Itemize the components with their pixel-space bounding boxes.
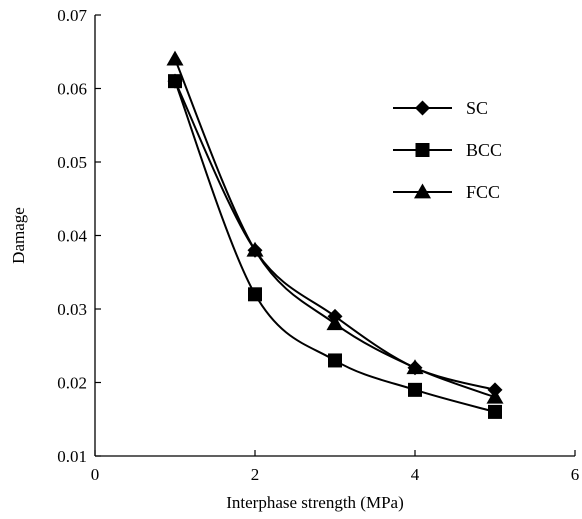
x-tick-label: 6 xyxy=(571,465,580,484)
legend-label-sc: SC xyxy=(466,98,488,118)
series-markers xyxy=(166,50,504,419)
point-fcc xyxy=(486,388,504,404)
legend: SC BCC FCC xyxy=(393,98,502,202)
y-tick-label: 0.06 xyxy=(57,80,87,99)
point-bcc xyxy=(168,74,182,89)
legend-marker-fcc xyxy=(414,183,431,199)
point-fcc xyxy=(406,359,424,375)
legend-label-fcc: FCC xyxy=(466,182,500,202)
series-line-sc xyxy=(174,80,496,391)
axes xyxy=(94,15,575,457)
series-line-bcc xyxy=(174,80,496,413)
x-axis-label: Interphase strength (MPa) xyxy=(226,493,404,512)
y-tick-label: 0.04 xyxy=(57,227,87,246)
x-tick-label: 4 xyxy=(411,465,420,484)
series-lines xyxy=(174,58,496,413)
legend-marker-sc xyxy=(415,100,430,116)
point-bcc xyxy=(488,404,502,419)
x-tick-label: 2 xyxy=(251,465,260,484)
y-axis-label: Damage xyxy=(9,207,28,264)
point-bcc xyxy=(248,287,262,302)
x-tick-label: 0 xyxy=(91,465,100,484)
point-fcc xyxy=(166,50,184,66)
legend-label-bcc: BCC xyxy=(466,140,502,160)
point-bcc xyxy=(408,382,422,397)
y-tick-label: 0.03 xyxy=(57,300,87,319)
point-bcc xyxy=(328,353,342,368)
axis-ticks: 0.01 0.02 0.03 0.04 0.05 0.06 0.07 0 2 4 6 xyxy=(57,6,579,484)
y-tick-label: 0.05 xyxy=(57,153,87,172)
y-tick-label: 0.01 xyxy=(57,447,87,466)
point-fcc xyxy=(246,241,264,257)
series-line-fcc xyxy=(174,58,496,399)
y-tick-label: 0.07 xyxy=(57,6,87,25)
legend-marker-bcc xyxy=(415,143,430,157)
point-fcc xyxy=(326,315,344,331)
y-tick-label: 0.02 xyxy=(57,374,87,393)
